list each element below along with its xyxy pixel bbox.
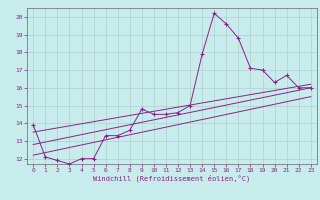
X-axis label: Windchill (Refroidissement éolien,°C): Windchill (Refroidissement éolien,°C)	[93, 175, 251, 182]
